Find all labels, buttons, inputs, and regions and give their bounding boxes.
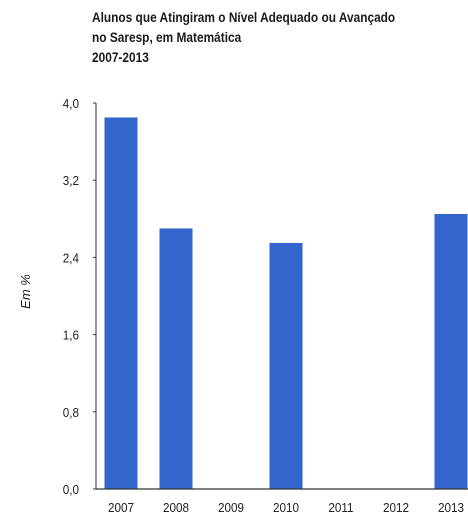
x-tick-label-2010: 2010 — [273, 500, 299, 515]
bar-2007 — [104, 117, 138, 489]
x-tick-label-2012: 2012 — [383, 500, 409, 515]
y-tick-label: 1,6 — [63, 328, 79, 343]
x-tick-label-2009: 2009 — [218, 500, 244, 515]
y-tick-label: 0,0 — [63, 482, 79, 497]
chart-title-line-2: no Saresp, em Matemática — [92, 30, 242, 45]
x-tick-label-2013: 2013 — [438, 500, 464, 515]
y-tick-label: 0,8 — [63, 405, 79, 420]
bar-2010 — [269, 242, 303, 489]
chart-title-line-1: Alunos que Atingiram o Nível Adequado ou… — [92, 10, 396, 25]
y-tick-label: 3,2 — [63, 174, 79, 189]
chart-title-line-3: 2007-2013 — [92, 50, 149, 65]
y-tick-label: 2,4 — [63, 251, 79, 266]
y-tick-label: 4,0 — [63, 96, 79, 111]
bar-2013 — [434, 213, 468, 489]
bar-2008 — [159, 228, 193, 489]
x-tick-label-2011: 2011 — [328, 500, 353, 515]
x-tick-label-2008: 2008 — [163, 500, 189, 515]
x-tick-label-2007: 2007 — [108, 500, 134, 515]
